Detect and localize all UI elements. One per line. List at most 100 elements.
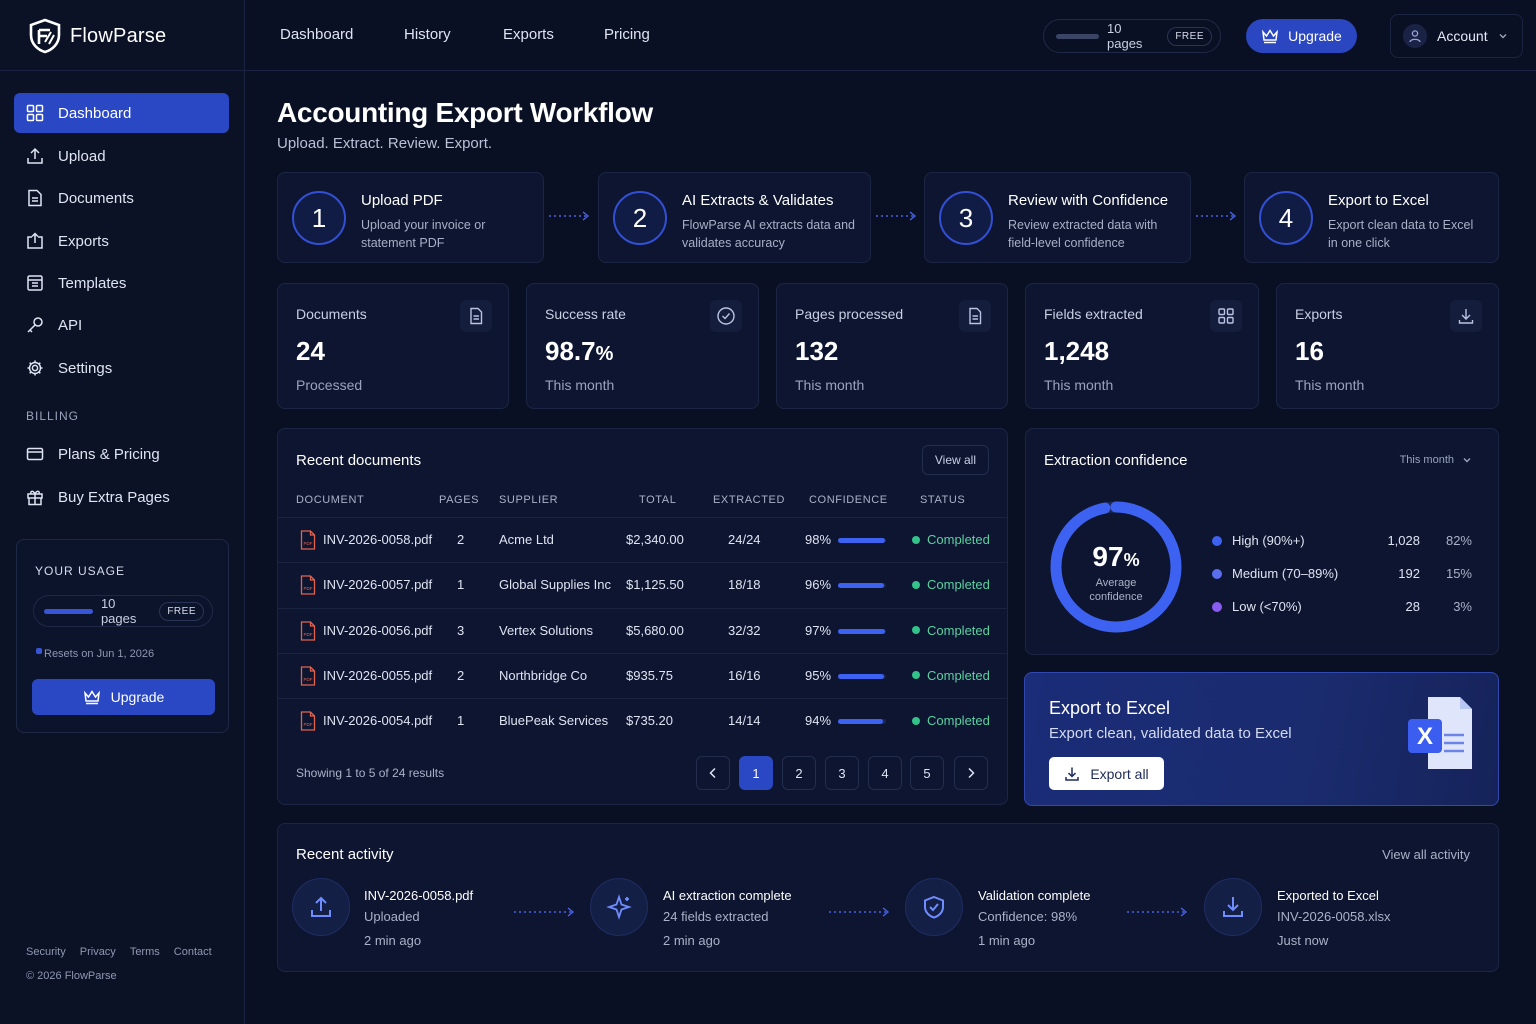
svg-text:PDF: PDF [304,722,313,727]
brand[interactable]: FlowParse [28,16,166,56]
status-text: Completed [927,713,990,729]
export-all-label: Export all [1090,765,1149,782]
column-header-extracted[interactable]: EXTRACTED [713,494,786,506]
status-text: Completed [927,667,990,683]
pagination-next-button[interactable] [954,756,988,790]
activity-name: Exported to Excel [1277,888,1379,903]
card-title: Recent activity [296,846,394,863]
sidebar-item-dashboard[interactable]: Dashboard [14,93,229,133]
step-number: 3 [939,191,993,245]
top-nav-dashboard[interactable]: Dashboard [280,26,354,43]
sidebar-item-plans-pricing[interactable]: Plans & Pricing [14,434,229,474]
sidebar-item-label: Settings [58,359,113,377]
confidence-bar-fill [838,538,886,543]
download-icon [1204,878,1262,936]
cell-supplier: Vertex Solutions [499,622,593,638]
period-dropdown[interactable]: This month [1400,454,1472,466]
sidebar-item-exports[interactable]: Exports [14,221,229,261]
cell-supplier: Global Supplies Inc [499,577,612,593]
activity-time: 2 min ago [663,933,721,948]
pdf-file-icon: PDF [300,711,316,731]
cell-document[interactable]: INV-2026-0054.pdf [323,713,433,729]
column-header-document[interactable]: DOCUMENT [296,494,365,506]
column-header-total[interactable]: TOTAL [639,494,677,506]
confidence-number: 97 [1092,541,1124,572]
status-dot [912,626,920,635]
sidebar: FlowParse Dashboard Upload Documents Exp… [0,0,245,1024]
cell-supplier: Northbridge Co [499,667,588,683]
view-all-button[interactable]: View all [921,445,989,475]
sidebar-item-api[interactable]: API [14,305,229,345]
view-all-activity-link[interactable]: View all activity [1382,847,1470,862]
cell-document[interactable]: INV-2026-0056.pdf [323,622,433,638]
stat-value: 132 [795,336,838,367]
table-row[interactable]: PDF INV-2026-0055.pdf 2 Northbridge Co $935.… [278,652,1008,698]
legend-percent: 82% [1445,533,1472,548]
pagination-page-5[interactable]: 5 [910,756,944,790]
export-all-button[interactable]: Export all [1049,757,1164,790]
footer-link-terms[interactable]: Terms [129,946,160,958]
stat-subtext: This month [1044,377,1114,393]
step-number: 2 [613,191,667,245]
cell-total: $1,125.50 [626,577,684,593]
status-badge: Completed [912,577,990,592]
activity-detail: 24 fields extracted [663,909,769,924]
stat-label: Fields extracted [1044,306,1143,322]
upgrade-button[interactable]: Upgrade [1246,19,1357,53]
stat-card-success-rate: Success rate 98.7% This month [526,283,759,409]
sidebar-upgrade-button[interactable]: Upgrade [32,679,215,715]
cell-extracted: 18/18 [728,577,761,593]
cell-total: $935.75 [626,667,673,683]
cell-document[interactable]: INV-2026-0058.pdf [323,532,433,547]
workflow-step-1: 1 Upload PDF Upload your invoice or stat… [277,172,544,263]
pagination-prev-button[interactable] [696,756,730,790]
reset-dot [36,648,42,654]
pagination-page-1[interactable]: 1 [739,756,773,790]
account-label: Account [1437,28,1488,44]
column-header-status[interactable]: STATUS [920,494,966,506]
sidebar-item-buy-extra-pages[interactable]: Buy Extra Pages [14,477,229,517]
crown-icon [1261,28,1279,44]
column-header-supplier[interactable]: SUPPLIER [499,494,559,506]
gift-icon [26,488,44,506]
confidence-bar-fill [838,719,884,725]
activity-name: INV-2026-0058.pdf [364,888,474,903]
column-header-pages[interactable]: PAGES [439,494,480,506]
top-nav-history[interactable]: History [404,26,451,43]
footer-link-contact[interactable]: Contact [173,946,212,958]
document-icon [959,300,991,332]
sidebar-item-documents[interactable]: Documents [14,178,229,218]
legend-item-medium: Medium (70–89%) 192 15% [1212,565,1472,585]
stat-label: Success rate [545,306,626,322]
sidebar-item-templates[interactable]: Templates [14,263,229,303]
pagination-page-2[interactable]: 2 [782,756,816,790]
chevron-right-icon [967,767,975,779]
top-nav-pricing[interactable]: Pricing [604,26,650,43]
legend-name: Medium (70–89%) [1232,566,1339,581]
cell-document[interactable]: INV-2026-0057.pdf [323,577,433,593]
pagination-page-4[interactable]: 4 [868,756,902,790]
table-row[interactable]: PDF INV-2026-0058.pdf 2 Acme Ltd $2,340.00 24… [278,517,1008,562]
dotted-arrow-icon [1125,904,1191,920]
upgrade-label: Upgrade [110,689,165,705]
table-row[interactable]: PDF INV-2026-0054.pdf 1 BluePeak Services $7… [278,698,1008,743]
average-confidence-label: Average confidence [1089,577,1143,603]
cell-document[interactable]: INV-2026-0055.pdf [323,667,433,683]
table-row[interactable]: PDF INV-2026-0056.pdf 3 Vertex Solutions $5,… [278,607,1008,653]
sidebar-item-settings[interactable]: Settings [14,348,229,388]
sidebar-item-label: Documents [58,189,134,207]
account-menu[interactable]: Account [1390,14,1523,58]
legend-name: Low (<70%) [1232,599,1302,614]
column-header-confidence[interactable]: CONFIDENCE [809,494,888,506]
grid-icon [1210,300,1242,332]
chevron-left-icon [709,767,717,779]
sidebar-item-upload[interactable]: Upload [14,136,229,176]
top-nav-exports[interactable]: Exports [503,26,554,43]
status-text: Completed [927,622,990,638]
stat-value: 16 [1295,336,1324,367]
footer-link-privacy[interactable]: Privacy [79,946,116,958]
table-row[interactable]: PDF INV-2026-0057.pdf 1 Global Supplies Inc… [278,562,1008,607]
pagination-page-3[interactable]: 3 [825,756,859,790]
usage-bar [44,608,93,614]
footer-link-security[interactable]: Security [26,946,66,958]
